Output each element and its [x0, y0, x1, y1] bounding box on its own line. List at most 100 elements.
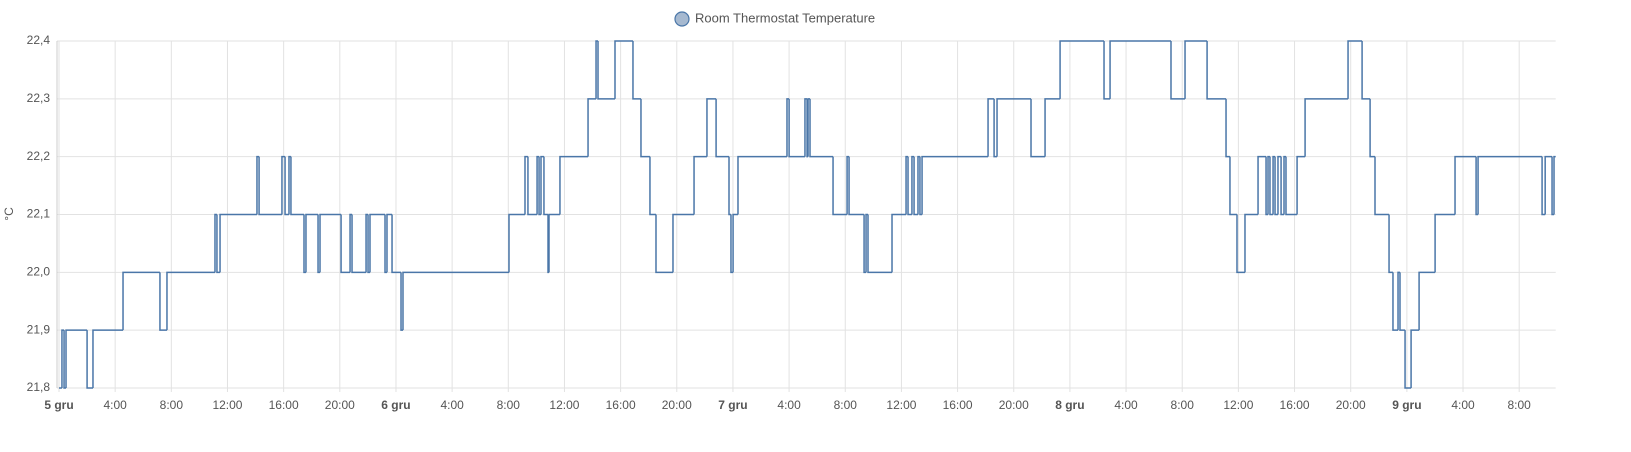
step-segment — [891, 213, 907, 273]
step-segment — [540, 155, 544, 215]
step-segment — [1544, 155, 1553, 215]
x-tick-label: 20:00 — [999, 398, 1029, 412]
step-segment — [290, 156, 305, 216]
step-segment — [1229, 156, 1237, 216]
step-segment — [305, 213, 319, 273]
step-segment — [527, 156, 538, 216]
step-segment — [1109, 40, 1171, 99]
step-segment — [1296, 155, 1306, 215]
step-segment — [1374, 156, 1390, 216]
step-segment — [848, 156, 865, 216]
x-tick-label: 4:00 — [777, 398, 801, 412]
step-segment — [1257, 155, 1267, 215]
step-segment — [524, 155, 528, 215]
x-tick-label: 12:00 — [212, 398, 242, 412]
step-segment — [281, 155, 286, 215]
step-segment — [386, 213, 393, 273]
step-segment — [640, 98, 650, 158]
step-segment — [806, 98, 809, 158]
x-tick-label: 8:00 — [1508, 398, 1532, 412]
step-segment — [1184, 40, 1208, 99]
step-segment — [913, 156, 918, 216]
step-segment — [1274, 156, 1278, 216]
step-segment — [1347, 40, 1363, 99]
step-segment — [693, 155, 707, 215]
step-segment — [319, 213, 342, 273]
step-segment — [993, 98, 998, 158]
legend-marker[interactable] — [674, 11, 690, 27]
step-segment — [1369, 98, 1375, 158]
y-tick-label: 22,2 — [27, 149, 51, 163]
step-segment — [996, 98, 1032, 157]
step-segment — [921, 155, 989, 215]
step-segment — [159, 272, 167, 331]
step-segment — [1477, 155, 1543, 215]
x-tick-label: 4:00 — [440, 398, 464, 412]
step-segment — [1170, 41, 1186, 100]
step-segment — [807, 98, 811, 157]
step-segment — [728, 156, 731, 216]
x-tick-label: 8:00 — [497, 398, 521, 412]
step-segment — [597, 41, 615, 100]
step-segment — [1541, 156, 1546, 216]
step-segment — [1244, 213, 1259, 273]
step-segment — [559, 155, 589, 215]
step-segment — [92, 329, 124, 388]
step-segment — [1434, 213, 1456, 273]
step-segment — [1418, 271, 1436, 331]
x-tick-label: 8:00 — [834, 398, 858, 412]
step-segment — [786, 98, 790, 157]
step-segment — [809, 98, 834, 158]
step-segment — [732, 213, 738, 273]
step-segment — [1454, 155, 1477, 215]
step-segment — [715, 98, 730, 158]
step-segment — [1030, 98, 1046, 158]
step-segment — [1304, 98, 1349, 157]
step-segment — [632, 41, 641, 100]
y-tick-label: 22,0 — [27, 265, 51, 279]
step-segment — [706, 98, 717, 157]
step-segment — [166, 271, 215, 331]
step-segment — [987, 98, 995, 157]
x-tick-label: 9 gru — [1392, 398, 1421, 412]
step-segment — [1388, 214, 1393, 274]
step-segment — [1225, 98, 1230, 158]
x-tick-label: 8:00 — [160, 398, 184, 412]
x-tick-label: 12:00 — [886, 398, 916, 412]
step-segment — [543, 156, 549, 216]
x-tick-label: 7 gru — [718, 398, 747, 412]
step-segment — [1059, 40, 1105, 99]
step-segment — [284, 156, 289, 216]
step-segment — [351, 214, 367, 274]
y-tick-label: 22,1 — [27, 207, 51, 221]
step-segment — [672, 213, 695, 273]
step-segment — [832, 156, 848, 216]
step-segment — [1280, 156, 1285, 216]
step-segment — [258, 156, 282, 216]
step-segment — [788, 98, 805, 158]
step-segment — [402, 271, 509, 331]
step-segment — [400, 272, 403, 331]
x-tick-label: 16:00 — [1280, 398, 1310, 412]
step-segment — [122, 271, 160, 331]
y-axis-label: °C — [2, 207, 16, 221]
step-segment — [1404, 330, 1412, 389]
x-tick-label: 5 gru — [44, 398, 73, 412]
step-segment — [737, 155, 787, 215]
step-segment — [804, 98, 808, 157]
step-segment — [1044, 98, 1061, 157]
x-tick-label: 20:00 — [1336, 398, 1366, 412]
x-tick-label: 16:00 — [269, 398, 299, 412]
legend-label[interactable]: Room Thermostat Temperature — [695, 10, 875, 25]
x-tick-label: 8:00 — [1171, 398, 1195, 412]
step-segment — [1269, 156, 1274, 216]
x-tick-label: 16:00 — [943, 398, 973, 412]
step-segment — [1399, 272, 1406, 331]
step-segment — [508, 213, 525, 273]
step-segment — [1285, 156, 1298, 216]
step-segment — [1206, 41, 1227, 100]
step-segment — [587, 98, 597, 157]
y-tick-label: 21,8 — [27, 380, 51, 394]
step-segment — [548, 213, 560, 273]
